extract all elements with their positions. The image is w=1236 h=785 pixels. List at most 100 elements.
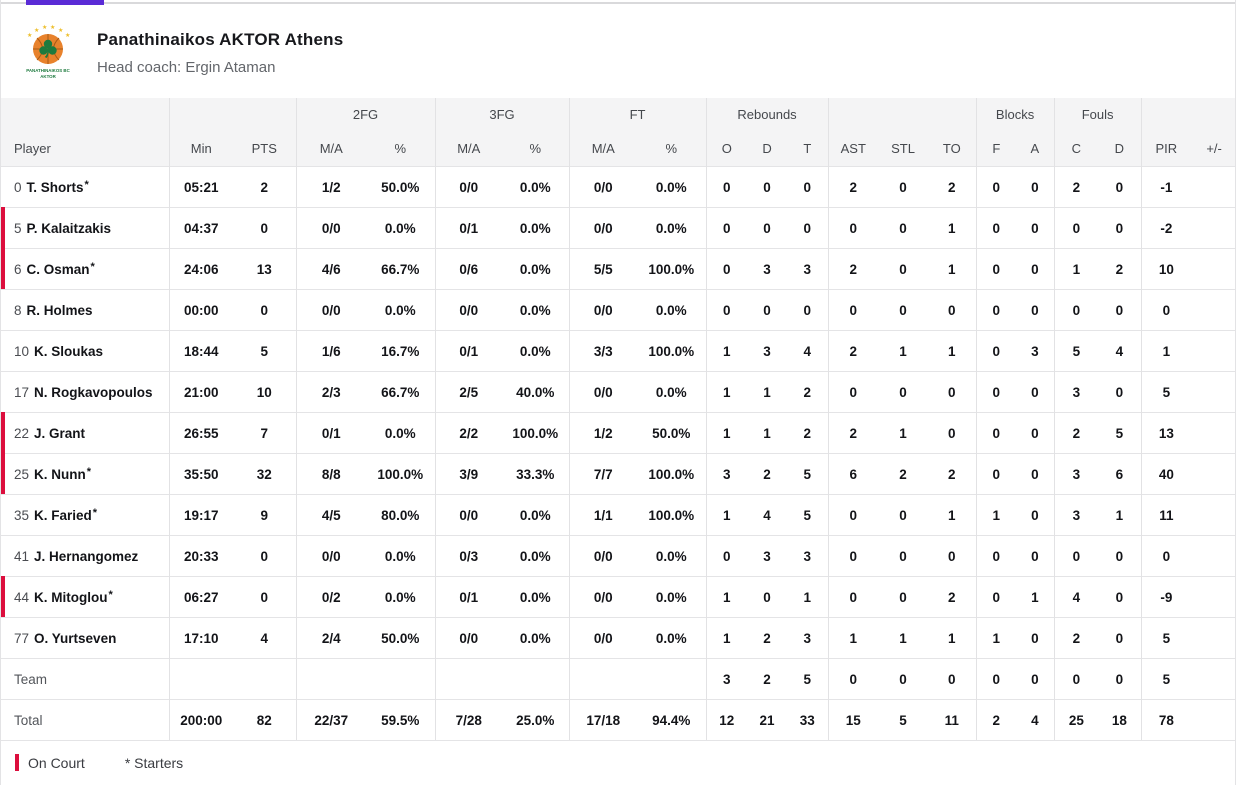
stat-pm — [1191, 535, 1235, 577]
player-name[interactable]: R. Holmes — [26, 302, 93, 318]
team-row: Team 3 2 5 0 0 0 0 0 0 0 5 — [1, 658, 1235, 700]
stat-fg2ma: 8/8 — [295, 453, 366, 495]
stat-fg3pct: 0.0% — [502, 207, 570, 249]
stat-blka: 0 — [1016, 617, 1055, 659]
stat-to: 1 — [928, 617, 977, 659]
stat-pm — [1191, 289, 1235, 331]
col-header-player: Player — [1, 130, 169, 167]
player-row: 41 J. Hernangomez 20:33 0 0/0 0.0% 0/3 0.0% 0/0 0… — [1, 535, 1235, 577]
stat-fg2ma: 1/6 — [295, 330, 366, 372]
stat-blka: 0 — [1016, 453, 1055, 495]
stat-ftpct: 100.0% — [637, 453, 707, 495]
stat-ast: 2 — [827, 248, 879, 290]
stat-min: 21:00 — [168, 371, 233, 413]
player-name[interactable]: P. Kalaitzakis — [26, 220, 112, 236]
stat-fg3pct: 33.3% — [502, 453, 570, 495]
player-name[interactable]: N. Rogkavopoulos — [34, 384, 153, 400]
stat-fould: 0 — [1098, 207, 1142, 249]
stat-pir: -9 — [1140, 576, 1192, 618]
player-name[interactable]: K. Mitoglou — [34, 590, 108, 605]
player-name[interactable]: J. Grant — [34, 425, 86, 441]
stat-pir: 78 — [1140, 699, 1192, 741]
player-row: 44 K. Mitoglou* 06:27 0 0/2 0.0% 0/1 0.0% 0/0 0.0… — [1, 576, 1235, 618]
stat-min: 24:06 — [168, 248, 233, 290]
svg-text:★: ★ — [34, 27, 39, 34]
stat-fg3pct: 0.0% — [502, 166, 570, 208]
player-cell: 0 T. Shorts* — [1, 166, 169, 208]
group-spacer — [1, 98, 169, 130]
stat-rebo: 1 — [705, 617, 748, 659]
stat-min: 35:50 — [168, 453, 233, 495]
player-name[interactable]: T. Shorts — [26, 180, 84, 195]
player-name[interactable]: K. Faried — [34, 508, 92, 523]
stat-blka: 0 — [1016, 535, 1055, 577]
player-row: 25 K. Nunn* 35:50 32 8/8 100.0% 3/9 33.3% 7/7 100… — [1, 453, 1235, 495]
svg-text:★: ★ — [27, 32, 32, 39]
player-name[interactable]: O. Yurtseven — [34, 630, 117, 646]
stat-pir: 0 — [1140, 289, 1192, 331]
stat-fould: 0 — [1098, 535, 1142, 577]
stat-fg2ma: 2/4 — [295, 617, 366, 659]
stat-fg3ma: 2/2 — [434, 412, 503, 454]
stat-fg2pct: 0.0% — [366, 412, 436, 454]
active-tab-indicator — [26, 0, 104, 5]
jersey-number: 44 — [14, 590, 30, 605]
stat-pm — [1191, 371, 1235, 413]
stat-ftma: 1/1 — [568, 494, 638, 536]
group-fouls: Fouls — [1053, 98, 1142, 130]
player-name[interactable]: J. Hernangomez — [34, 548, 139, 564]
stat-ast: 2 — [827, 412, 879, 454]
stat-ast: 0 — [827, 371, 879, 413]
stat-min: 18:44 — [168, 330, 233, 372]
starter-mark: * — [92, 507, 98, 519]
stat-blkf: 0 — [975, 289, 1017, 331]
stat-pm — [1191, 330, 1235, 372]
stat-fould: 0 — [1098, 166, 1142, 208]
stat-to: 0 — [928, 658, 977, 700]
col-header-rebo: O — [705, 130, 748, 167]
stat-blkf: 1 — [975, 494, 1017, 536]
logo-stars: ★★ ★ ★ ★★ — [27, 24, 70, 39]
stat-foulc: 2 — [1053, 412, 1099, 454]
stat-rebd: 1 — [747, 371, 788, 413]
stat-rebo: 12 — [705, 699, 748, 741]
stat-fg2ma: 4/6 — [295, 248, 366, 290]
stat-rebo: 0 — [705, 207, 748, 249]
stat-ftpct: 50.0% — [637, 412, 707, 454]
stat-ftma: 0/0 — [568, 289, 638, 331]
team-logo-graphic: ★★ ★ ★ ★★ PANATHINAIKOS BC AKTOR — [26, 24, 70, 79]
stat-fg3pct: 0.0% — [502, 330, 570, 372]
col-header-pir: PIR — [1140, 130, 1192, 167]
stat-stl: 0 — [878, 494, 929, 536]
stat-fg3pct: 0.0% — [502, 617, 570, 659]
stat-rebt: 5 — [787, 658, 829, 700]
stat-ast: 0 — [827, 289, 879, 331]
stat-min: 19:17 — [168, 494, 233, 536]
col-header-pts: PTS — [233, 130, 296, 167]
stat-fg2pct: 100.0% — [366, 453, 436, 495]
stat-rebd: 3 — [747, 330, 788, 372]
jersey-number: 22 — [14, 425, 30, 441]
player-name[interactable]: C. Osman — [26, 262, 90, 277]
stat-fould: 5 — [1098, 412, 1142, 454]
stat-to: 2 — [928, 453, 977, 495]
stat-stl: 1 — [878, 617, 929, 659]
stat-blka: 0 — [1016, 412, 1055, 454]
stat-ftma: 0/0 — [568, 371, 638, 413]
stat-ftma: 0/0 — [568, 166, 638, 208]
stat-blkf: 0 — [975, 576, 1017, 618]
stat-foulc: 3 — [1053, 371, 1099, 413]
stat-fg2ma: 0/2 — [295, 576, 366, 618]
stat-ftma: 5/5 — [568, 248, 638, 290]
stat-stl: 1 — [878, 412, 929, 454]
stat-ast: 0 — [827, 494, 879, 536]
player-name[interactable]: K. Nunn — [34, 467, 86, 482]
stat-pts — [233, 658, 296, 700]
stat-rebt: 5 — [787, 494, 829, 536]
stat-rebt: 1 — [787, 576, 829, 618]
stat-fg3ma: 7/28 — [434, 699, 503, 741]
player-name[interactable]: K. Sloukas — [34, 343, 104, 359]
stat-stl: 0 — [878, 576, 929, 618]
stat-min: 26:55 — [168, 412, 233, 454]
player-cell: 10 K. Sloukas — [1, 330, 169, 372]
